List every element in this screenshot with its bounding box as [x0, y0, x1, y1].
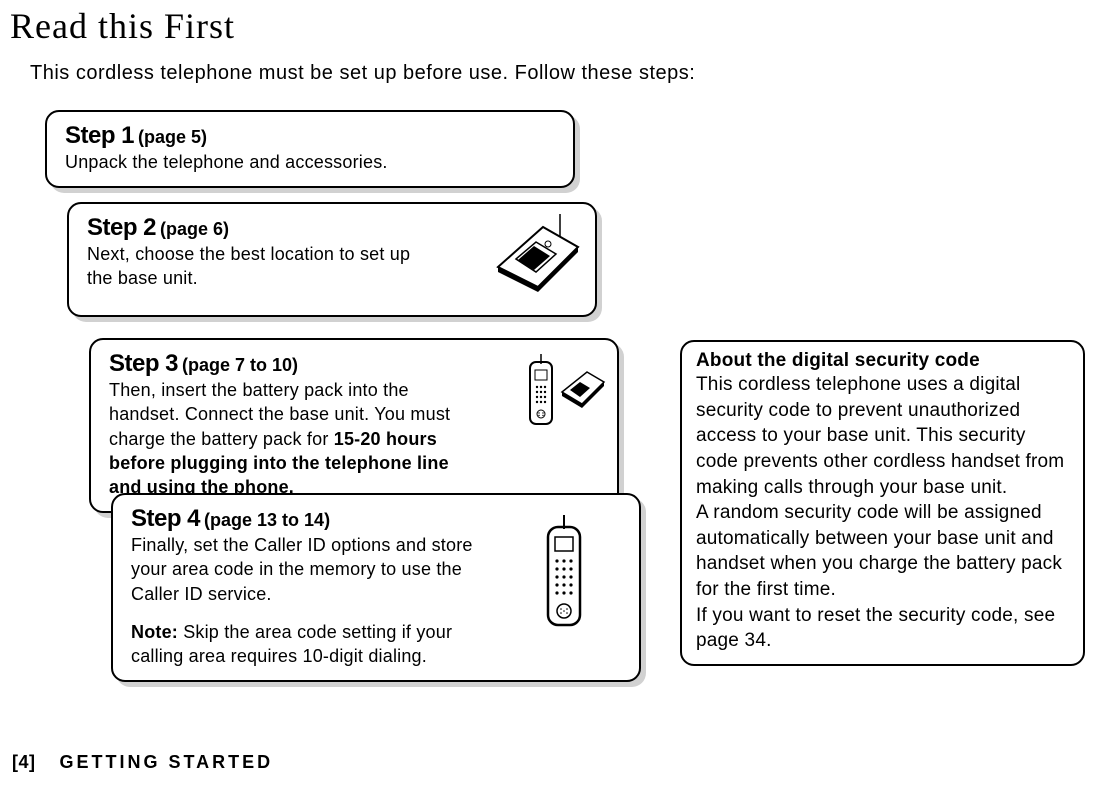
step-4-heading: Step 4: [131, 505, 200, 532]
security-code-sidebar: About the digital security code This cor…: [680, 340, 1085, 666]
step-1-card: Step 1 (page 5) Unpack the telephone and…: [45, 110, 575, 188]
sidebar-heading: About the digital security code: [696, 350, 1069, 372]
step-3-body: Then, insert the battery pack into the h…: [109, 378, 479, 499]
step-1-body: Unpack the telephone and accessories.: [65, 150, 555, 174]
footer-section: GETTING STARTED: [60, 752, 274, 772]
sidebar-p1: This cordless telephone uses a digital s…: [696, 372, 1069, 500]
sidebar-p2: A random security code will be assigned …: [696, 500, 1069, 603]
step-1-heading: Step 1: [65, 122, 134, 149]
footer-page-number: [4]: [12, 752, 36, 772]
handset-and-base-icon: [512, 352, 607, 442]
step-2-heading: Step 2: [87, 214, 156, 241]
step-1-page-ref: (page 5): [138, 127, 207, 147]
step-4-page-ref: (page 13 to 14): [204, 510, 330, 530]
step-4-note-label: Note:: [131, 622, 178, 642]
step-2-card: Step 2 (page 6) Next, choose the best lo…: [67, 202, 597, 317]
step-4-body: Finally, set the Caller ID options and s…: [131, 533, 506, 606]
step-3-card: Step 3 (page 7 to 10) Then, insert the b…: [89, 338, 619, 513]
step-4-card: Step 4 (page 13 to 14) Finally, set the …: [111, 493, 641, 682]
base-unit-icon: [488, 212, 583, 302]
step-3-page-ref: (page 7 to 10): [182, 355, 298, 375]
intro-text: This cordless telephone must be set up b…: [30, 62, 1115, 85]
page-title: Read this First: [10, 5, 1115, 47]
step-3-heading: Step 3: [109, 350, 178, 377]
step-2-page-ref: (page 6): [160, 219, 229, 239]
page-footer: [4] GETTING STARTED: [12, 752, 273, 773]
step-4-note-body: Skip the area code setting if your calli…: [131, 622, 452, 666]
sidebar-p3: If you want to reset the security code, …: [696, 603, 1069, 654]
step-4-note: Note: Skip the area code setting if your…: [131, 620, 506, 669]
step-2-body: Next, choose the best location to set up…: [87, 242, 417, 291]
handset-icon: [534, 513, 594, 638]
